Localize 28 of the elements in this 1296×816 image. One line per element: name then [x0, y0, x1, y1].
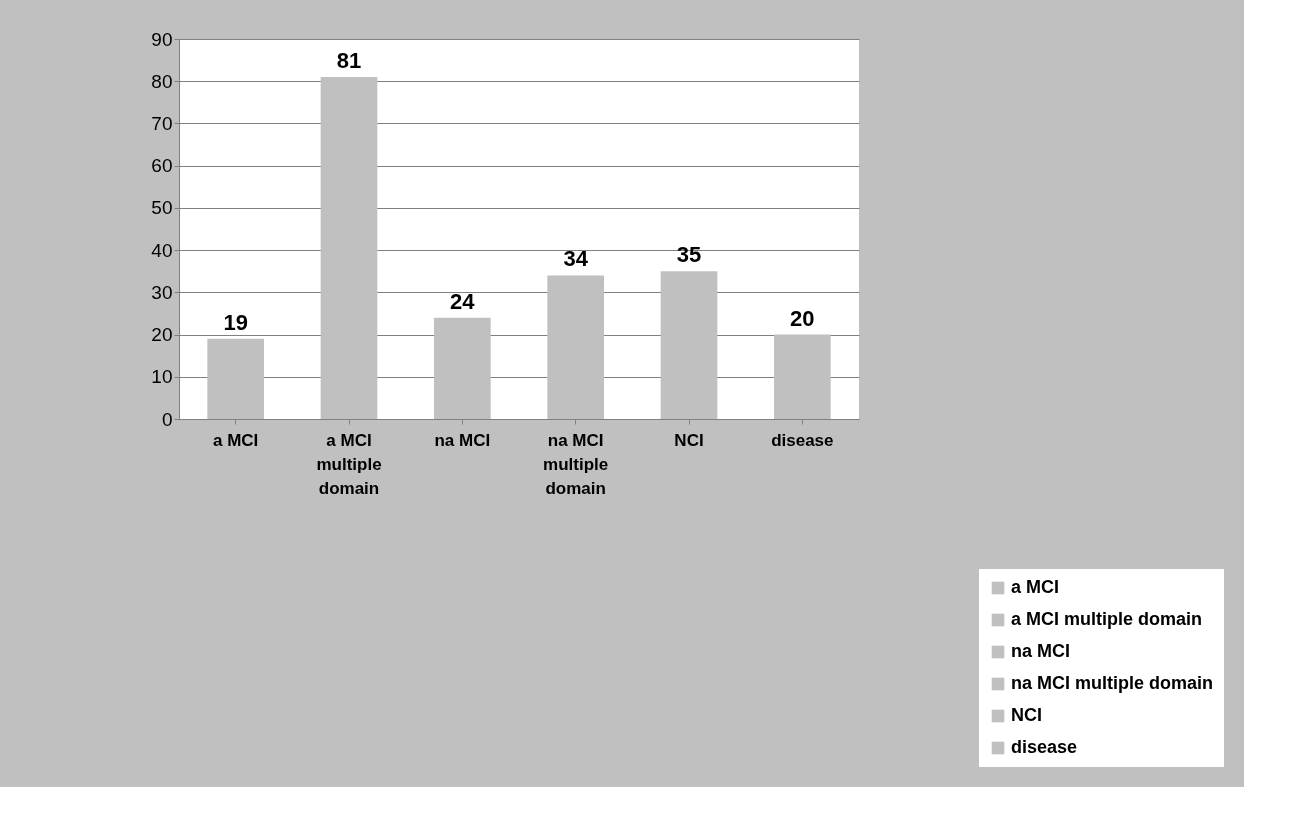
legend-label: na MCI — [1011, 641, 1071, 661]
legend-label: a MCI multiple domain — [1011, 609, 1203, 629]
data-label: 20 — [790, 305, 815, 331]
x-tick-label: NCI — [674, 430, 704, 450]
legend-label: na MCI multiple domain — [1011, 673, 1214, 693]
x-tick-label: a MCI multiple domain — [316, 430, 382, 498]
y-tick-label: 70 — [151, 112, 173, 134]
x-tick-label: na MCI multiple domain — [543, 430, 609, 498]
y-tick-label: 30 — [151, 281, 173, 303]
data-label: 35 — [676, 242, 702, 268]
y-tick-label: 20 — [151, 324, 173, 346]
y-tick-label: 10 — [151, 366, 173, 388]
y-tick-label: 40 — [151, 239, 173, 261]
y-tick-label: 90 — [151, 28, 173, 50]
legend-label: disease — [1011, 737, 1078, 757]
legend-label: a MCI — [1011, 577, 1060, 597]
x-tick-label: a MCI — [212, 430, 259, 450]
data-label: 24 — [450, 288, 476, 314]
x-tick-label: disease — [771, 430, 834, 450]
y-tick-label: 50 — [151, 197, 173, 219]
y-tick-label: 60 — [151, 155, 173, 177]
legend-label: NCI — [1011, 705, 1042, 725]
y-tick-label: 0 — [161, 408, 173, 430]
x-tick-label: na MCI — [434, 430, 491, 450]
data-label: 34 — [563, 246, 589, 272]
y-tick-label: 80 — [151, 70, 173, 92]
data-label: 19 — [223, 309, 248, 335]
data-label: 81 — [336, 48, 362, 73]
